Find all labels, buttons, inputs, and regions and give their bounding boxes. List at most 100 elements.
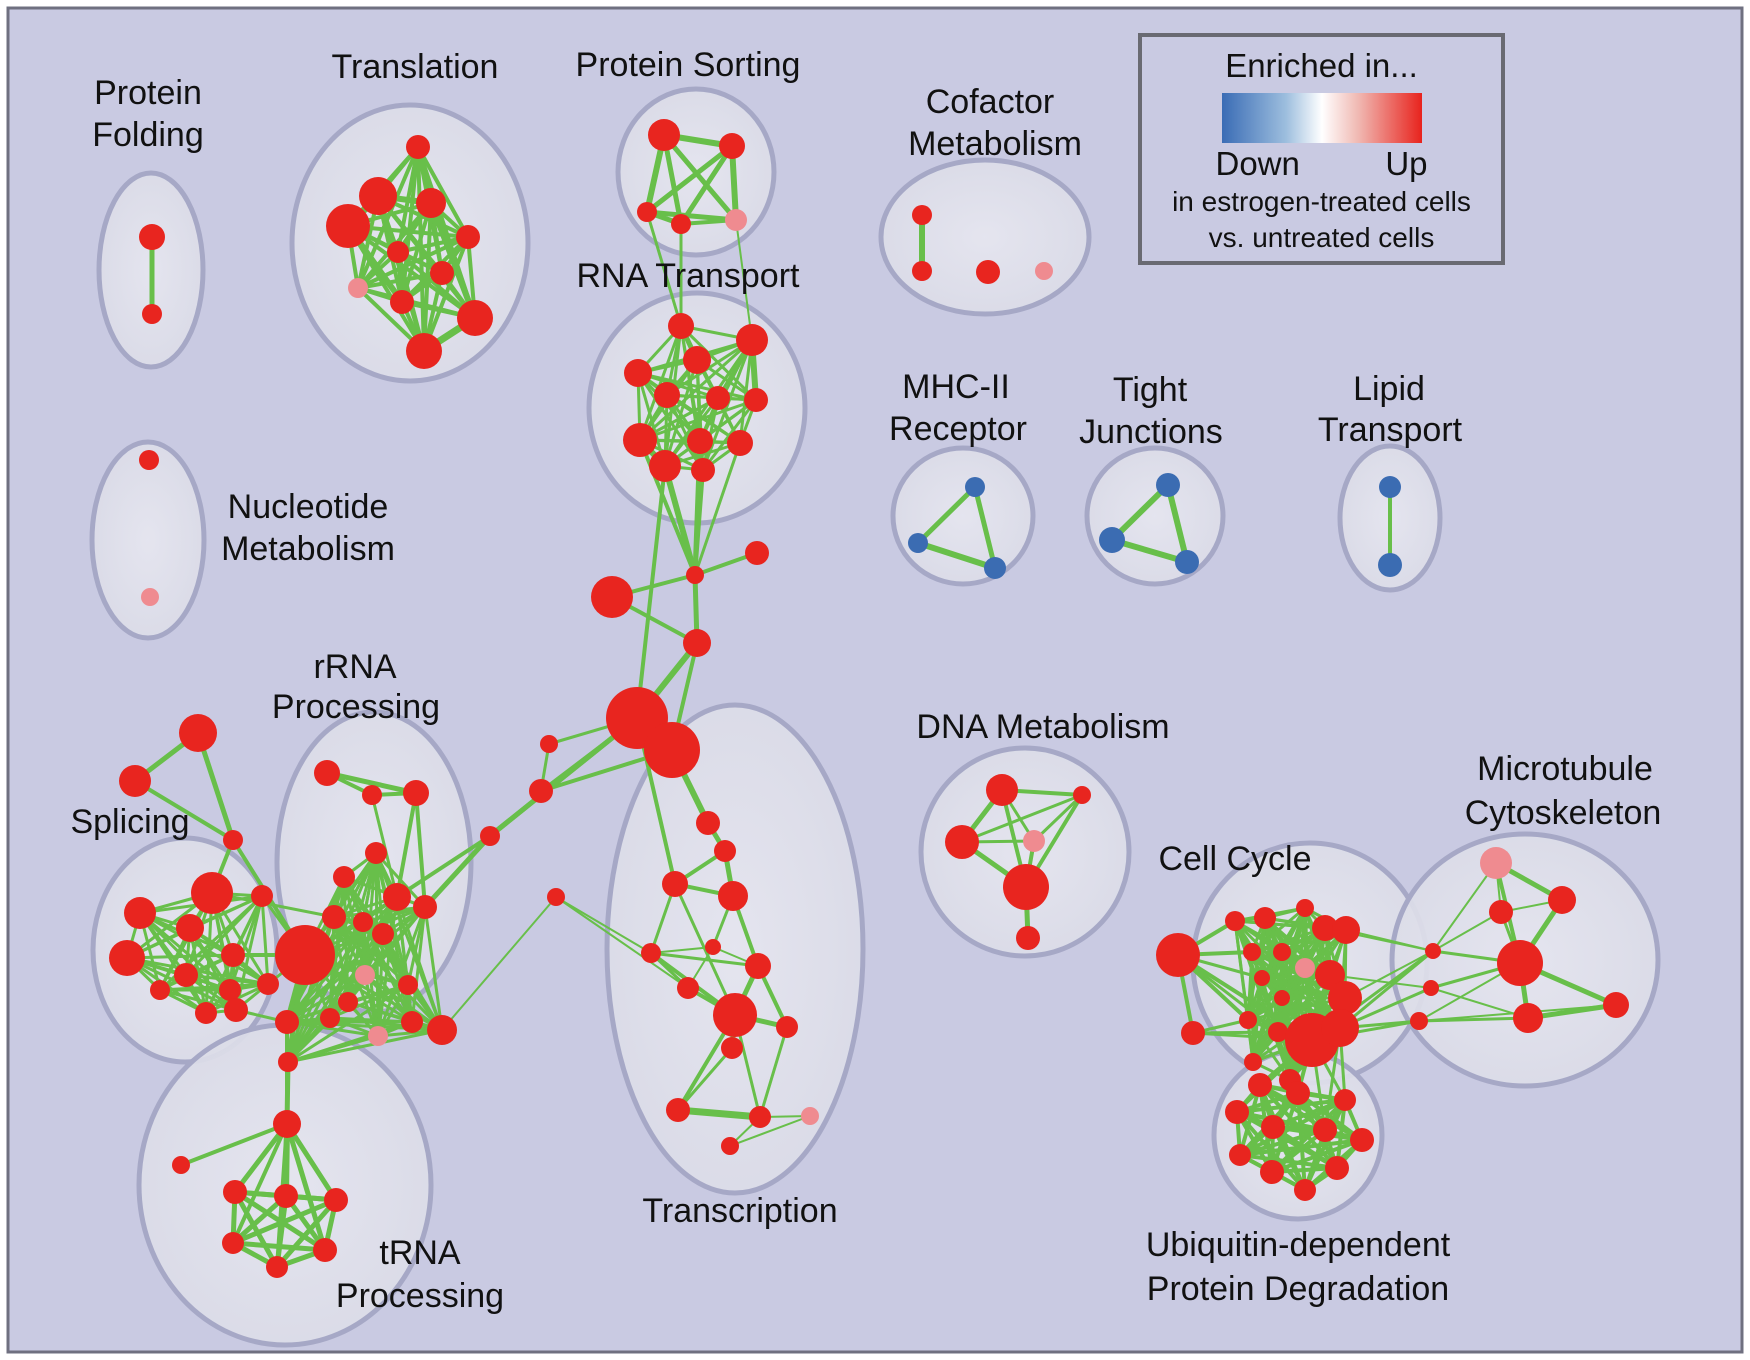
rrna_processing-node-4[interactable] [333, 866, 355, 888]
splicing-node-9[interactable] [257, 973, 279, 995]
rna_transport-node-2[interactable] [683, 346, 711, 374]
protein_sorting-node-3[interactable] [671, 214, 691, 234]
transcription-node-3[interactable] [718, 881, 748, 911]
cell_cycle-node-6[interactable] [1332, 916, 1360, 944]
microtubule-node-5[interactable] [1513, 1003, 1543, 1033]
chain-node-8[interactable] [547, 888, 565, 906]
rrna_processing-node-10[interactable] [275, 925, 335, 985]
protein_sorting-node-4[interactable] [725, 209, 747, 231]
splicing-node-4[interactable] [109, 940, 145, 976]
rrna_processing-node-16[interactable] [427, 1015, 457, 1045]
translation-node-7[interactable] [348, 278, 368, 298]
microtubule-node-3[interactable] [1497, 940, 1543, 986]
translation-node-8[interactable] [390, 290, 414, 314]
transcription-node-9[interactable] [776, 1016, 798, 1038]
transcription-node-4[interactable] [705, 939, 721, 955]
translation-node-1[interactable] [359, 177, 397, 215]
rrna_processing-node-13[interactable] [338, 992, 358, 1012]
rrna_processing-node-14[interactable] [320, 1008, 340, 1028]
dna_metabolism-node-5[interactable] [1016, 926, 1040, 950]
chain-node-2[interactable] [591, 576, 633, 618]
transcription-node-14[interactable] [721, 1137, 739, 1155]
transcription-node-10[interactable] [721, 1037, 743, 1059]
translation-node-0[interactable] [406, 135, 430, 159]
splicing-node-2[interactable] [251, 885, 273, 907]
ubiquitin-node-6[interactable] [1350, 1128, 1374, 1152]
splicing_triangle-node-0[interactable] [179, 714, 217, 752]
protein_sorting-node-0[interactable] [648, 119, 680, 151]
cell_cycle-node-12[interactable] [1254, 970, 1270, 986]
ubiquitin-node-3[interactable] [1225, 1100, 1249, 1124]
ubiquitin-node-1[interactable] [1286, 1081, 1310, 1105]
trna_processing-node-1[interactable] [172, 1156, 190, 1174]
rrna_processing-node-8[interactable] [353, 912, 373, 932]
trna_processing-node-7[interactable] [266, 1256, 288, 1278]
rna_transport-node-11[interactable] [691, 458, 715, 482]
translation-node-6[interactable] [430, 261, 454, 285]
ubiquitin-node-8[interactable] [1260, 1160, 1284, 1184]
transcription-node-11[interactable] [666, 1098, 690, 1122]
rna_transport-node-4[interactable] [654, 382, 680, 408]
cell_cycle-node-11[interactable] [1328, 981, 1362, 1015]
rrna_processing-node-0[interactable] [314, 760, 340, 786]
cell_cycle-node-4[interactable] [1296, 899, 1314, 917]
microtubule-node-1[interactable] [1548, 886, 1576, 914]
cofactor_metabolism-node-1[interactable] [912, 261, 932, 281]
transcription-node-0[interactable] [696, 811, 720, 835]
trna_processing-node-0[interactable] [273, 1110, 301, 1138]
rna_transport-node-0[interactable] [668, 313, 694, 339]
splicing-node-6[interactable] [221, 943, 245, 967]
rrna_processing-node-18[interactable] [368, 1026, 388, 1046]
cofactor_metabolism-node-3[interactable] [1035, 262, 1053, 280]
microtubule-node-2[interactable] [1489, 900, 1513, 924]
translation-node-3[interactable] [326, 204, 370, 248]
splicing-node-0[interactable] [124, 897, 156, 929]
microtubule-node-7[interactable] [1423, 980, 1439, 996]
trna_processing-node-3[interactable] [274, 1184, 298, 1208]
rrna_processing-node-11[interactable] [355, 965, 375, 985]
splicing-node-11[interactable] [224, 998, 248, 1022]
trna_processing-node-2[interactable] [223, 1180, 247, 1204]
microtubule-node-0[interactable] [1480, 847, 1512, 879]
mhc_receptor-node-1[interactable] [908, 533, 928, 553]
rrna_processing-node-3[interactable] [365, 842, 387, 864]
trna_processing-node-6[interactable] [313, 1238, 337, 1262]
chain-node-5[interactable] [644, 722, 700, 778]
rna_transport-node-7[interactable] [623, 423, 657, 457]
cell_cycle-node-14[interactable] [1239, 1011, 1257, 1029]
dna_metabolism-node-4[interactable] [1003, 864, 1049, 910]
protein_folding-node-0[interactable] [139, 224, 165, 250]
nucleotide_metabolism-node-1[interactable] [141, 588, 159, 606]
rna_transport-node-8[interactable] [687, 428, 713, 454]
transcription-node-5[interactable] [641, 943, 661, 963]
cell_cycle-node-13[interactable] [1274, 990, 1290, 1006]
cell_cycle-node-10[interactable] [1315, 960, 1345, 990]
cell_cycle-node-15[interactable] [1268, 1022, 1288, 1042]
rrna_processing-node-19[interactable] [278, 1052, 298, 1072]
dna_metabolism-node-2[interactable] [945, 825, 979, 859]
cell_cycle-node-9[interactable] [1295, 958, 1315, 978]
lipid_transport-node-1[interactable] [1378, 553, 1402, 577]
protein_folding-node-1[interactable] [142, 304, 162, 324]
translation-node-2[interactable] [416, 188, 446, 218]
rrna_processing-node-12[interactable] [398, 975, 418, 995]
tight_junctions-node-0[interactable] [1156, 473, 1180, 497]
ubiquitin-node-7[interactable] [1229, 1144, 1251, 1166]
transcription-node-13[interactable] [801, 1107, 819, 1125]
cell_cycle-node-5[interactable] [1312, 915, 1338, 941]
dna_metabolism-node-0[interactable] [986, 774, 1018, 806]
nucleotide_metabolism-node-0[interactable] [139, 450, 159, 470]
rna_transport-node-1[interactable] [736, 324, 768, 356]
ubiquitin-node-2[interactable] [1334, 1089, 1356, 1111]
splicing-node-7[interactable] [150, 980, 170, 1000]
rrna_processing-node-9[interactable] [372, 923, 394, 945]
cell_cycle-node-18[interactable] [1244, 1053, 1262, 1071]
tight_junctions-node-1[interactable] [1099, 527, 1125, 553]
chain-node-1[interactable] [745, 541, 769, 565]
splicing-node-8[interactable] [219, 979, 241, 1001]
transcription-node-1[interactable] [714, 840, 736, 862]
ubiquitin-node-9[interactable] [1325, 1156, 1349, 1180]
chain-node-0[interactable] [686, 566, 704, 584]
ubiquitin-node-10[interactable] [1294, 1179, 1316, 1201]
ubiquitin-node-4[interactable] [1261, 1115, 1285, 1139]
